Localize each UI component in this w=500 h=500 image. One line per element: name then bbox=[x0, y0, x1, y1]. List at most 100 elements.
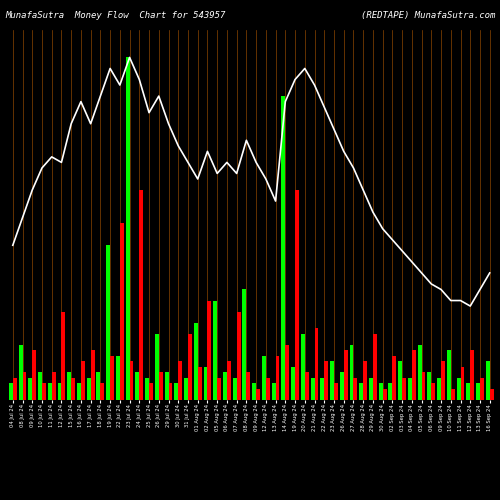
Bar bbox=[32, 350, 36, 400]
Bar bbox=[184, 378, 188, 400]
Bar bbox=[242, 290, 246, 400]
Bar bbox=[168, 384, 172, 400]
Bar bbox=[402, 378, 406, 400]
Bar bbox=[110, 356, 114, 400]
Bar bbox=[447, 350, 451, 400]
Bar bbox=[301, 334, 305, 400]
Bar bbox=[476, 384, 480, 400]
Bar bbox=[28, 378, 32, 400]
Bar bbox=[77, 384, 81, 400]
Bar bbox=[373, 334, 377, 400]
Bar bbox=[136, 372, 140, 400]
Bar bbox=[428, 372, 432, 400]
Bar bbox=[62, 312, 66, 400]
Bar bbox=[48, 384, 51, 400]
Bar bbox=[120, 223, 124, 400]
Bar bbox=[87, 378, 90, 400]
Bar bbox=[422, 372, 426, 400]
Bar bbox=[460, 367, 464, 400]
Bar bbox=[96, 372, 100, 400]
Text: MunafaSutra  Money Flow  Chart for 543957: MunafaSutra Money Flow Chart for 543957 bbox=[5, 11, 226, 20]
Bar bbox=[480, 378, 484, 400]
Bar bbox=[490, 389, 494, 400]
Bar bbox=[52, 372, 56, 400]
Bar bbox=[295, 190, 299, 400]
Text: (REDTAPE) MunafaSutra.com: (REDTAPE) MunafaSutra.com bbox=[360, 11, 495, 20]
Bar bbox=[379, 384, 382, 400]
Bar bbox=[194, 322, 198, 400]
Bar bbox=[305, 372, 308, 400]
Bar bbox=[100, 384, 104, 400]
Bar bbox=[140, 190, 143, 400]
Bar bbox=[432, 384, 435, 400]
Bar bbox=[466, 384, 470, 400]
Bar bbox=[334, 384, 338, 400]
Bar bbox=[227, 362, 231, 400]
Bar bbox=[272, 384, 276, 400]
Bar bbox=[256, 389, 260, 400]
Bar bbox=[198, 367, 202, 400]
Bar bbox=[22, 372, 26, 400]
Bar bbox=[18, 344, 22, 400]
Bar bbox=[398, 362, 402, 400]
Bar bbox=[38, 372, 42, 400]
Bar bbox=[174, 384, 178, 400]
Bar bbox=[276, 356, 280, 400]
Bar bbox=[344, 350, 347, 400]
Bar bbox=[320, 378, 324, 400]
Bar bbox=[149, 384, 153, 400]
Bar bbox=[71, 378, 75, 400]
Bar bbox=[236, 312, 240, 400]
Bar bbox=[246, 372, 250, 400]
Bar bbox=[441, 362, 445, 400]
Bar bbox=[214, 300, 217, 400]
Bar bbox=[437, 378, 441, 400]
Bar bbox=[286, 344, 289, 400]
Bar bbox=[408, 378, 412, 400]
Bar bbox=[9, 384, 13, 400]
Bar bbox=[412, 350, 416, 400]
Bar bbox=[418, 344, 422, 400]
Bar bbox=[126, 58, 130, 400]
Bar bbox=[13, 378, 16, 400]
Bar bbox=[340, 372, 344, 400]
Bar bbox=[145, 378, 149, 400]
Bar bbox=[90, 350, 94, 400]
Bar bbox=[324, 362, 328, 400]
Bar bbox=[266, 378, 270, 400]
Bar bbox=[350, 344, 354, 400]
Bar bbox=[363, 362, 367, 400]
Bar bbox=[486, 362, 490, 400]
Bar bbox=[159, 372, 162, 400]
Bar bbox=[68, 372, 71, 400]
Bar bbox=[360, 384, 363, 400]
Bar bbox=[81, 362, 85, 400]
Bar bbox=[155, 334, 159, 400]
Bar bbox=[369, 378, 373, 400]
Bar bbox=[456, 378, 460, 400]
Bar bbox=[314, 328, 318, 400]
Bar bbox=[223, 372, 227, 400]
Bar bbox=[42, 384, 46, 400]
Bar bbox=[282, 96, 286, 400]
Bar bbox=[291, 367, 295, 400]
Bar bbox=[354, 378, 358, 400]
Bar bbox=[382, 389, 386, 400]
Bar bbox=[208, 300, 212, 400]
Bar bbox=[204, 367, 208, 400]
Bar bbox=[451, 389, 454, 400]
Bar bbox=[188, 334, 192, 400]
Bar bbox=[330, 362, 334, 400]
Bar bbox=[310, 378, 314, 400]
Bar bbox=[58, 384, 62, 400]
Bar bbox=[130, 362, 134, 400]
Bar bbox=[262, 356, 266, 400]
Bar bbox=[233, 378, 236, 400]
Bar bbox=[392, 356, 396, 400]
Bar bbox=[178, 362, 182, 400]
Bar bbox=[116, 356, 120, 400]
Bar bbox=[252, 384, 256, 400]
Bar bbox=[164, 372, 168, 400]
Bar bbox=[106, 246, 110, 400]
Bar bbox=[217, 378, 221, 400]
